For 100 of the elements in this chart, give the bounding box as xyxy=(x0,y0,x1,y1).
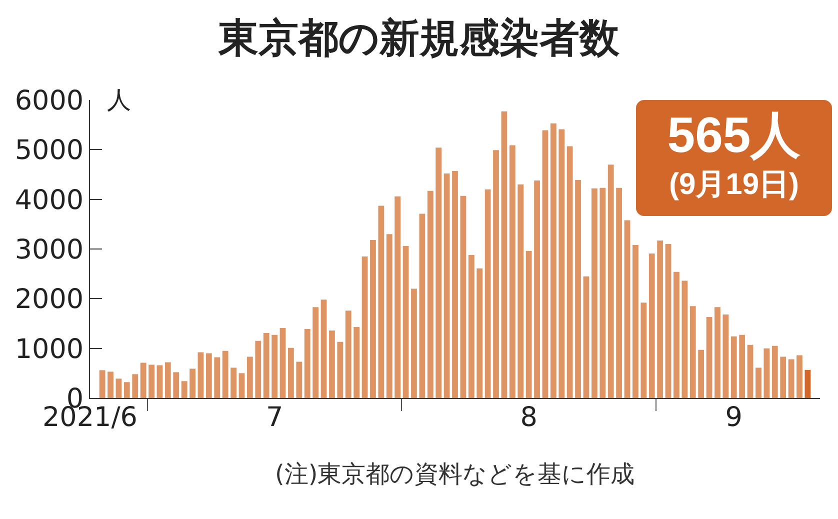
bar xyxy=(140,362,146,398)
bar xyxy=(484,189,491,398)
bar xyxy=(198,352,204,398)
bar xyxy=(558,129,565,398)
bar xyxy=(509,145,516,398)
bar xyxy=(337,342,344,398)
chart-title: 東京都の新規感染者数 xyxy=(218,15,620,62)
bar xyxy=(345,310,352,398)
bar xyxy=(632,245,638,398)
bar xyxy=(255,340,262,398)
bar xyxy=(764,348,770,398)
bar xyxy=(780,356,786,398)
y-tick-label: 5000 xyxy=(14,135,84,166)
bar xyxy=(230,368,236,398)
bar xyxy=(238,373,245,398)
bar xyxy=(714,307,720,398)
bar xyxy=(476,268,483,398)
bar xyxy=(747,344,754,398)
bar xyxy=(468,254,474,398)
bar xyxy=(730,336,737,398)
y-axis-title: 人 xyxy=(107,86,131,114)
bar xyxy=(116,378,122,398)
bar xyxy=(173,372,180,398)
y-tick-label: 1000 xyxy=(14,334,84,365)
x-tick-label: 7 xyxy=(266,402,284,433)
bar xyxy=(640,302,647,398)
x-tick-label: 9 xyxy=(725,402,742,433)
bar xyxy=(370,240,376,398)
bar xyxy=(402,246,409,398)
bar xyxy=(690,306,696,398)
bar xyxy=(354,326,360,398)
bar xyxy=(624,220,630,398)
bar xyxy=(329,330,335,398)
bar xyxy=(772,346,778,398)
bar xyxy=(722,314,729,398)
bar xyxy=(682,280,688,398)
bar xyxy=(583,276,590,398)
bar xyxy=(706,317,712,398)
bar xyxy=(427,190,434,398)
text: (注)東京都の資料などを基に作成 xyxy=(275,460,635,488)
bar xyxy=(550,123,556,398)
bar xyxy=(600,188,606,398)
bar xyxy=(436,148,442,398)
bar xyxy=(288,348,294,398)
bar xyxy=(788,359,794,398)
bar xyxy=(674,272,680,398)
bar xyxy=(616,188,622,398)
bar xyxy=(518,184,524,398)
bar xyxy=(739,334,746,398)
bar xyxy=(411,288,417,398)
bar xyxy=(148,364,154,398)
y-tick-label: 4000 xyxy=(14,184,84,216)
y-tick-label: 6000 xyxy=(14,85,84,116)
bar xyxy=(452,171,458,398)
bar xyxy=(386,234,392,398)
bar xyxy=(132,374,138,398)
bar xyxy=(246,356,253,398)
bar xyxy=(419,214,426,398)
bar xyxy=(591,188,598,398)
bar xyxy=(181,381,188,398)
bar xyxy=(460,196,466,398)
bar xyxy=(804,370,811,398)
bar xyxy=(501,111,508,398)
bar xyxy=(124,382,130,398)
bar xyxy=(222,350,228,398)
bar xyxy=(394,196,401,398)
bar xyxy=(156,365,163,398)
bar xyxy=(444,174,450,398)
bar xyxy=(272,334,278,398)
bar xyxy=(312,307,319,398)
bar xyxy=(756,368,762,398)
bar xyxy=(280,328,286,398)
bar xyxy=(214,357,220,398)
bar xyxy=(378,206,384,398)
y-tick-label: 3000 xyxy=(14,234,84,266)
bar xyxy=(164,362,171,398)
y-tick-label: 2000 xyxy=(14,284,84,316)
bar xyxy=(526,250,532,398)
x-tick-label: 8 xyxy=(520,402,538,433)
bar xyxy=(493,150,499,398)
bar xyxy=(320,300,327,398)
bar xyxy=(190,368,196,398)
bar xyxy=(665,244,672,398)
bar xyxy=(698,350,704,398)
annotation: 565人 (9月19日) xyxy=(666,106,802,203)
bar xyxy=(796,355,802,398)
bar xyxy=(362,256,368,398)
bar xyxy=(304,328,310,398)
bar xyxy=(263,332,270,398)
bar xyxy=(296,362,302,398)
bar xyxy=(608,164,614,398)
bar xyxy=(534,180,540,398)
bar xyxy=(99,370,106,398)
bar xyxy=(542,130,548,398)
bar xyxy=(575,180,581,398)
bar xyxy=(657,240,664,398)
bar xyxy=(566,146,573,398)
bar xyxy=(648,253,655,398)
bar xyxy=(206,353,212,398)
bar xyxy=(108,372,114,398)
